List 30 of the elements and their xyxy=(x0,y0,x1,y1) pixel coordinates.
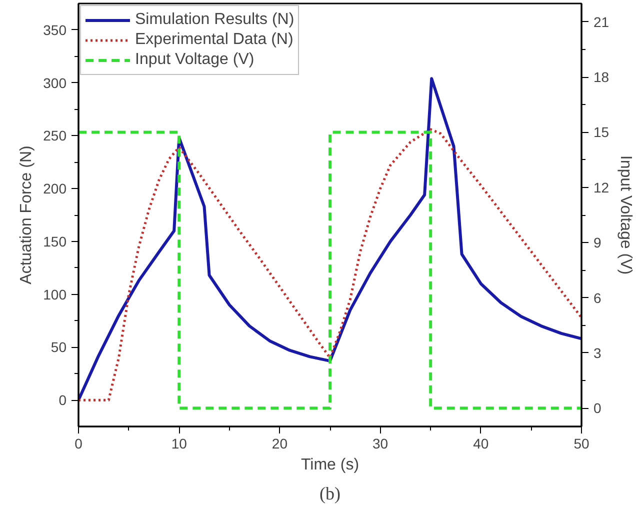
y-tick-label: 350 xyxy=(43,22,67,38)
line-series xyxy=(78,77,582,402)
x-tick-label: 50 xyxy=(574,436,590,452)
legend-label: Simulation Results (N) xyxy=(135,11,294,29)
x-axis-title: Time (s) xyxy=(300,456,360,474)
y-tick-label: 200 xyxy=(43,180,67,197)
y-tick-label: 0 xyxy=(58,392,67,408)
y2-axis-title: Input Voltage (V) xyxy=(617,155,634,275)
y2-tick-label: 6 xyxy=(594,290,602,306)
x-tick-label: 40 xyxy=(473,436,489,452)
y2-tick-label: 0 xyxy=(594,400,602,416)
y-tick-label: 300 xyxy=(43,74,67,91)
y2-tick-label: 3 xyxy=(594,344,602,361)
text: (b) xyxy=(320,484,341,504)
y-tick-label: 50 xyxy=(50,339,67,356)
y2-tick-label: 21 xyxy=(594,14,610,30)
y2-tick-label: 12 xyxy=(594,179,610,196)
y2-tick-label: 9 xyxy=(594,234,602,251)
y2-tick-label: 18 xyxy=(594,69,610,86)
y-tick-label: 250 xyxy=(43,128,67,144)
x-tick-label: 20 xyxy=(272,436,288,452)
y-tick-label: 150 xyxy=(43,233,67,250)
x-tick-label: 10 xyxy=(171,436,188,452)
legend-label: Input Voltage (V) xyxy=(135,51,254,69)
y2-tick-label: 15 xyxy=(594,124,610,140)
legend-label: Experimental Data (N) xyxy=(135,31,294,49)
x-tick-label: 30 xyxy=(372,436,388,452)
y-tick-label: 100 xyxy=(43,286,67,302)
y-axis-title: Actuation Force (N) xyxy=(18,146,36,284)
x-tick-label: 0 xyxy=(74,436,83,452)
